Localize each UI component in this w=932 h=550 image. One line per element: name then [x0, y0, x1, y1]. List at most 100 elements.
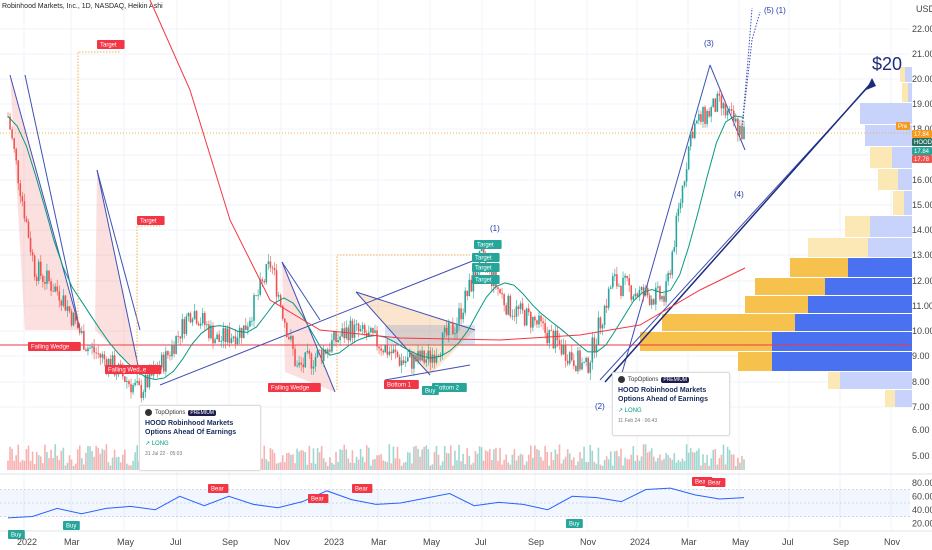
candle-body — [527, 308, 530, 313]
volume-bar — [470, 464, 473, 470]
candle-body — [245, 325, 247, 331]
volume-bar — [634, 461, 637, 470]
volume-bar — [601, 465, 604, 470]
idea-title[interactable]: HOOD Robinhood Markets Options Ahead Of … — [145, 420, 237, 436]
volume-bar — [591, 450, 594, 470]
volume-bar — [15, 455, 18, 470]
volume-bar — [515, 460, 518, 470]
volume-bar — [76, 449, 79, 470]
candle-body — [568, 352, 571, 364]
volume-bar — [398, 458, 401, 470]
candle-body — [728, 109, 731, 111]
candle-body — [587, 357, 589, 373]
candle-body — [628, 278, 630, 286]
volume-bar — [665, 453, 667, 470]
candle-body — [288, 336, 290, 340]
candle-body — [126, 381, 128, 382]
volume-bar — [687, 452, 690, 470]
volume-bar — [706, 454, 708, 470]
candle-body — [64, 295, 67, 311]
volume-bar — [290, 454, 292, 470]
candle-body — [218, 334, 220, 342]
volume-bar — [87, 446, 89, 470]
candle-body — [464, 290, 466, 313]
candle-body — [718, 93, 721, 96]
volume-bar — [85, 452, 87, 470]
volume-bar — [320, 446, 323, 470]
volume-bar — [396, 446, 399, 470]
volume-bar — [370, 465, 372, 470]
candle-body — [310, 353, 313, 369]
idea-title[interactable]: HOOD Robinhood Markets Options Ahead of … — [618, 387, 708, 403]
candle-body — [212, 325, 214, 344]
candle-body — [25, 218, 28, 222]
rsi-tick-label: 40.00 — [912, 505, 932, 515]
candle-body — [474, 270, 477, 278]
volume-bar — [437, 454, 440, 470]
candle-body — [468, 279, 471, 297]
idea-card-2[interactable]: TopOptions PREMIUM HOOD Robinhood Markets… — [612, 372, 730, 436]
volume-bar — [546, 451, 548, 470]
target-label-text: Target — [475, 278, 492, 284]
candle-body — [380, 348, 382, 351]
volume-bar — [513, 449, 516, 470]
volume-bar — [17, 444, 20, 470]
volume-bar — [638, 460, 641, 470]
volume-bar — [622, 465, 624, 470]
candle-body — [589, 362, 592, 373]
candle-body — [263, 280, 266, 283]
volume-bar — [329, 457, 331, 470]
topoptions-logo-icon — [618, 376, 625, 383]
volume-bar — [702, 454, 704, 470]
volume-profile-bar — [892, 147, 912, 168]
candle-body — [167, 351, 169, 356]
volume-bar — [669, 457, 671, 470]
price-badge-text: HOOD — [914, 140, 932, 146]
candle-body — [66, 306, 69, 311]
volume-bar — [640, 456, 643, 470]
volume-bar — [304, 451, 307, 470]
volume-bar — [523, 464, 526, 470]
candle-body — [312, 366, 315, 369]
volume-bar — [734, 465, 737, 470]
price-badge — [896, 122, 910, 130]
volume-bar — [21, 459, 24, 470]
volume-bar — [378, 455, 380, 470]
volume-bar — [507, 462, 510, 470]
candle-body — [214, 339, 216, 344]
volume-bar — [105, 444, 108, 470]
volume-bar — [64, 465, 67, 470]
volume-bar — [683, 460, 686, 470]
candle-body — [607, 288, 610, 308]
volume-profile-bar — [808, 296, 912, 313]
price-tick-label: 20.00 — [912, 74, 932, 84]
candle-body — [68, 306, 71, 312]
volume-bar — [103, 450, 106, 470]
candle-body — [140, 384, 143, 398]
volume-bar — [456, 460, 458, 470]
candle-body — [359, 329, 362, 332]
candle-body — [195, 311, 198, 324]
bottom-label-box — [384, 380, 419, 389]
volume-bar — [597, 447, 600, 470]
target-label-text: Target — [475, 266, 492, 272]
time-tick-label: Mar — [371, 537, 387, 547]
candle-body — [396, 351, 399, 357]
target-label-text: Target — [477, 243, 494, 249]
volume-bar — [558, 444, 561, 470]
volume-bar — [441, 461, 444, 470]
idea-card-1[interactable]: TopOptions PREMIUM HOOD Robinhood Markets… — [139, 405, 261, 471]
volume-bar — [281, 455, 284, 470]
candle-body — [603, 305, 606, 325]
volume-bar — [425, 445, 428, 470]
candle-body — [253, 295, 255, 321]
candle-body — [226, 328, 229, 343]
candle-body — [134, 382, 136, 386]
volume-profile-bar — [848, 258, 912, 277]
target-arrow-line — [604, 81, 873, 383]
volume-bar — [97, 447, 100, 470]
candle-body — [595, 344, 598, 353]
volume-bar — [136, 445, 138, 470]
candle-body — [261, 279, 264, 281]
candle-body — [425, 359, 428, 363]
